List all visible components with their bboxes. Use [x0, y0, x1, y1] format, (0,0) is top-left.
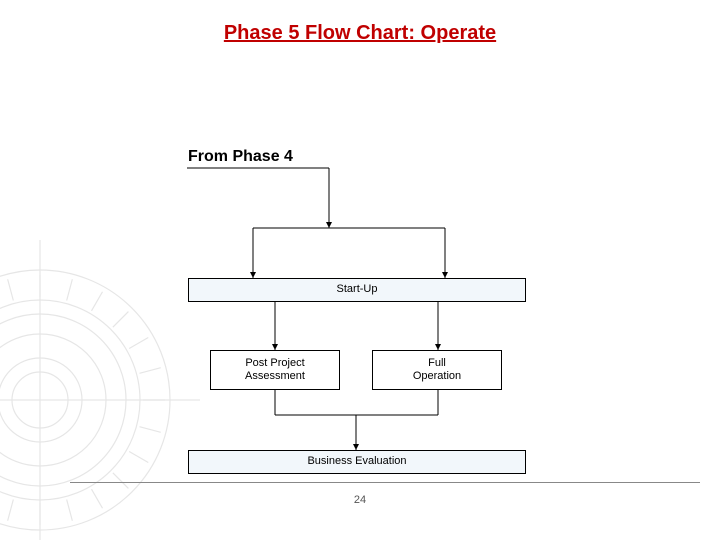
node-business-evaluation: Business Evaluation [188, 450, 526, 474]
footer-rule [70, 482, 700, 483]
page-number: 24 [0, 494, 720, 506]
node-start-up: Start-Up [188, 278, 526, 302]
node-post-project-assessment: Post Project Assessment [210, 350, 340, 390]
page-title: Phase 5 Flow Chart: Operate [205, 22, 515, 45]
node-full-operation: Full Operation [372, 350, 502, 390]
entry-label: From Phase 4 [188, 148, 293, 166]
